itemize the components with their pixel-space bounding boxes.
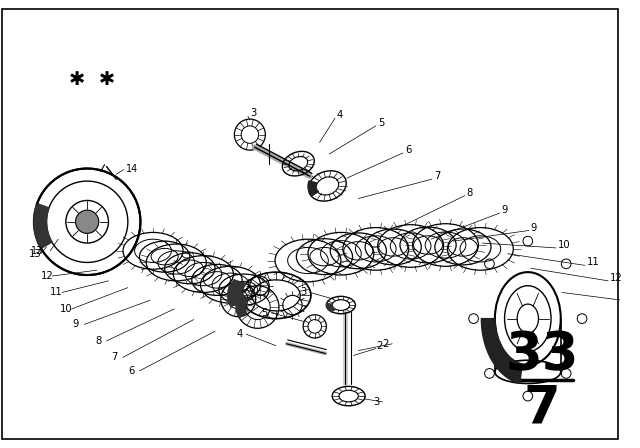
Polygon shape bbox=[228, 280, 246, 306]
Text: 6: 6 bbox=[405, 145, 411, 155]
Text: 3: 3 bbox=[300, 288, 307, 297]
Text: 5: 5 bbox=[262, 308, 268, 318]
Text: 12: 12 bbox=[610, 273, 623, 283]
Text: 5: 5 bbox=[378, 118, 384, 128]
Text: 33: 33 bbox=[506, 329, 579, 381]
Text: 8: 8 bbox=[467, 188, 473, 198]
Polygon shape bbox=[236, 293, 248, 318]
Text: 9: 9 bbox=[502, 205, 508, 215]
Text: 3: 3 bbox=[373, 397, 379, 407]
Text: 10: 10 bbox=[60, 304, 73, 314]
Text: 14: 14 bbox=[126, 164, 138, 174]
Text: 3: 3 bbox=[250, 108, 256, 118]
Polygon shape bbox=[308, 181, 319, 195]
Text: 7: 7 bbox=[524, 383, 561, 435]
Text: 2: 2 bbox=[383, 339, 389, 349]
Text: 4: 4 bbox=[236, 329, 243, 339]
Polygon shape bbox=[481, 319, 522, 383]
Text: 13: 13 bbox=[31, 246, 44, 256]
Text: 2: 2 bbox=[376, 341, 382, 351]
Text: 7: 7 bbox=[434, 171, 440, 181]
Text: 9: 9 bbox=[531, 223, 537, 233]
Text: 11: 11 bbox=[587, 258, 600, 267]
Text: 10: 10 bbox=[558, 240, 570, 250]
Circle shape bbox=[76, 210, 99, 233]
Text: 4: 4 bbox=[337, 110, 343, 120]
Text: 13: 13 bbox=[29, 249, 42, 259]
Text: 1: 1 bbox=[639, 294, 640, 304]
Text: 11: 11 bbox=[51, 288, 63, 297]
Text: 8: 8 bbox=[95, 336, 101, 346]
Text: 9: 9 bbox=[72, 319, 79, 329]
Text: 12: 12 bbox=[41, 271, 53, 281]
Polygon shape bbox=[326, 304, 335, 312]
Text: ✱  ✱: ✱ ✱ bbox=[69, 70, 115, 89]
Text: 7: 7 bbox=[111, 353, 118, 362]
Polygon shape bbox=[34, 203, 52, 248]
Text: 6: 6 bbox=[128, 366, 134, 376]
